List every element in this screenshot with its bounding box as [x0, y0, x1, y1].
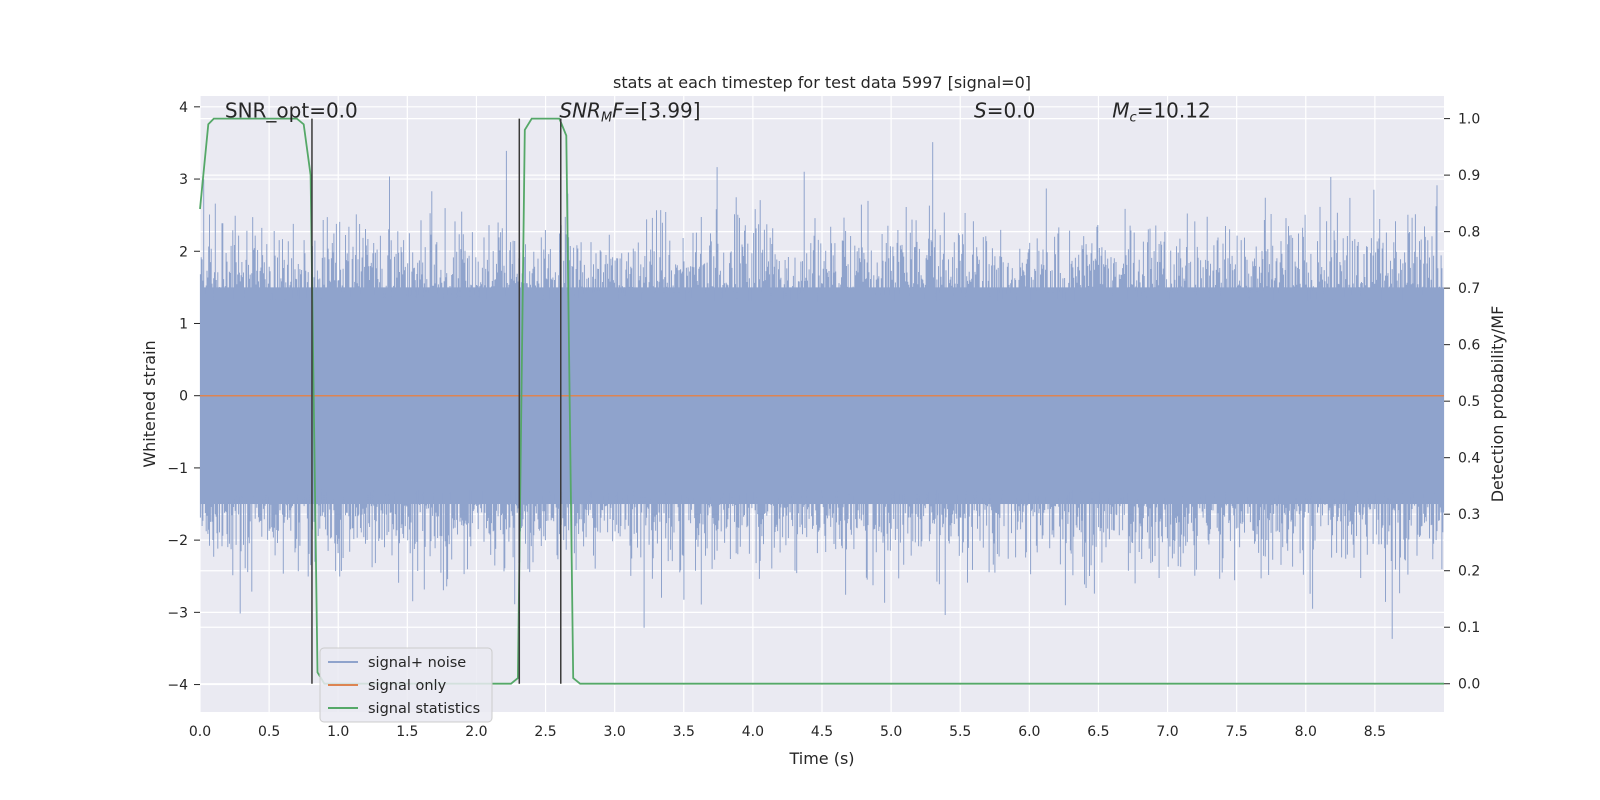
- x-tick-label: 7.0: [1156, 724, 1178, 740]
- y-tick-label-left: 2: [179, 244, 188, 260]
- y-tick-label-left: −4: [167, 678, 188, 694]
- x-tick-label: 5.0: [880, 724, 902, 740]
- y-tick-label-right: 0.5: [1458, 394, 1480, 410]
- vertical-markers: [311, 118, 562, 684]
- y-tick-label-left: −1: [167, 461, 188, 477]
- y-tick-label-right: 0.1: [1458, 620, 1480, 636]
- chart-title: stats at each timestep for test data 599…: [613, 73, 1031, 92]
- x-tick-label: 6.0: [1018, 724, 1040, 740]
- y-tick-label-right: 1.0: [1458, 112, 1480, 128]
- x-tick-label: 2.0: [465, 724, 487, 740]
- y-tick-label-left: −3: [167, 605, 188, 621]
- annotation-text: SNRMF=[3.99]: [559, 99, 700, 126]
- x-axis-label: Time (s): [788, 749, 854, 768]
- legend: signal+ noise signal only signal statist…: [319, 647, 493, 723]
- y-tick-label-left: 3: [179, 172, 188, 188]
- x-tick-label: 0.0: [189, 724, 211, 740]
- x-tick-label: 8.0: [1295, 724, 1317, 740]
- y-axis-left-label: Whitened strain: [140, 340, 159, 467]
- x-axis-ticks: 0.0 0.5 1.0 1.5 2.0 2.5 3.0 3.5 4.0 4.5 5.0 5.5 6.0 6…: [189, 724, 1386, 740]
- x-tick-label: 5.5: [949, 724, 971, 740]
- y-tick-label-right: 0.8: [1458, 225, 1480, 241]
- y-tick-label-right: 0.6: [1458, 338, 1480, 354]
- legend-box: [319, 647, 493, 723]
- y-tick-label-right: 0.9: [1458, 168, 1480, 184]
- annotation-text: S=0.0: [974, 99, 1035, 123]
- y-tick-label-right: 0.7: [1458, 281, 1480, 297]
- x-tick-label: 2.5: [534, 724, 556, 740]
- x-tick-label: 7.5: [1226, 724, 1248, 740]
- annotation-text: SNR_opt=0.0: [225, 99, 358, 123]
- legend-label-signal: signal only: [368, 678, 447, 694]
- legend-label-noise: signal+ noise: [368, 655, 466, 671]
- x-tick-label: 1.5: [396, 724, 418, 740]
- x-tick-label: 3.5: [673, 724, 695, 740]
- y-tick-label-right: 0.0: [1458, 677, 1480, 693]
- annotation-text: Mc=10.12: [1112, 99, 1210, 126]
- y-axis-right-label: Detection probability/MF: [1488, 306, 1507, 503]
- x-tick-label: 1.0: [327, 724, 349, 740]
- y-tick-label-left: 4: [179, 100, 188, 116]
- x-tick-label: 6.5: [1087, 724, 1109, 740]
- x-tick-label: 4.0: [742, 724, 764, 740]
- x-tick-label: 8.5: [1364, 724, 1386, 740]
- x-tick-label: 3.0: [604, 724, 626, 740]
- y-tick-label-left: 0: [179, 389, 188, 405]
- y-tick-label-left: −2: [167, 533, 188, 549]
- y-tick-label-left: 1: [179, 316, 188, 332]
- y-axis-left-ticks: 4 3 2 1 0 −1 −2 −3 −4: [167, 100, 200, 694]
- x-tick-label: 4.5: [811, 724, 833, 740]
- x-tick-label: 0.5: [258, 724, 280, 740]
- y-tick-label-right: 0.4: [1458, 451, 1480, 467]
- y-axis-right-ticks: 1.0 0.9 0.8 0.7 0.6 0.5 0.4 0.3 0.2 0.1 0.0: [1444, 112, 1480, 693]
- y-tick-label-right: 0.3: [1458, 507, 1480, 523]
- annotations: SNR_opt=0.0 SNRMF=[3.99] S=0.0 Mc=10.12: [225, 99, 1211, 126]
- legend-label-stats: signal statistics: [368, 701, 480, 717]
- y-tick-label-right: 0.2: [1458, 564, 1480, 580]
